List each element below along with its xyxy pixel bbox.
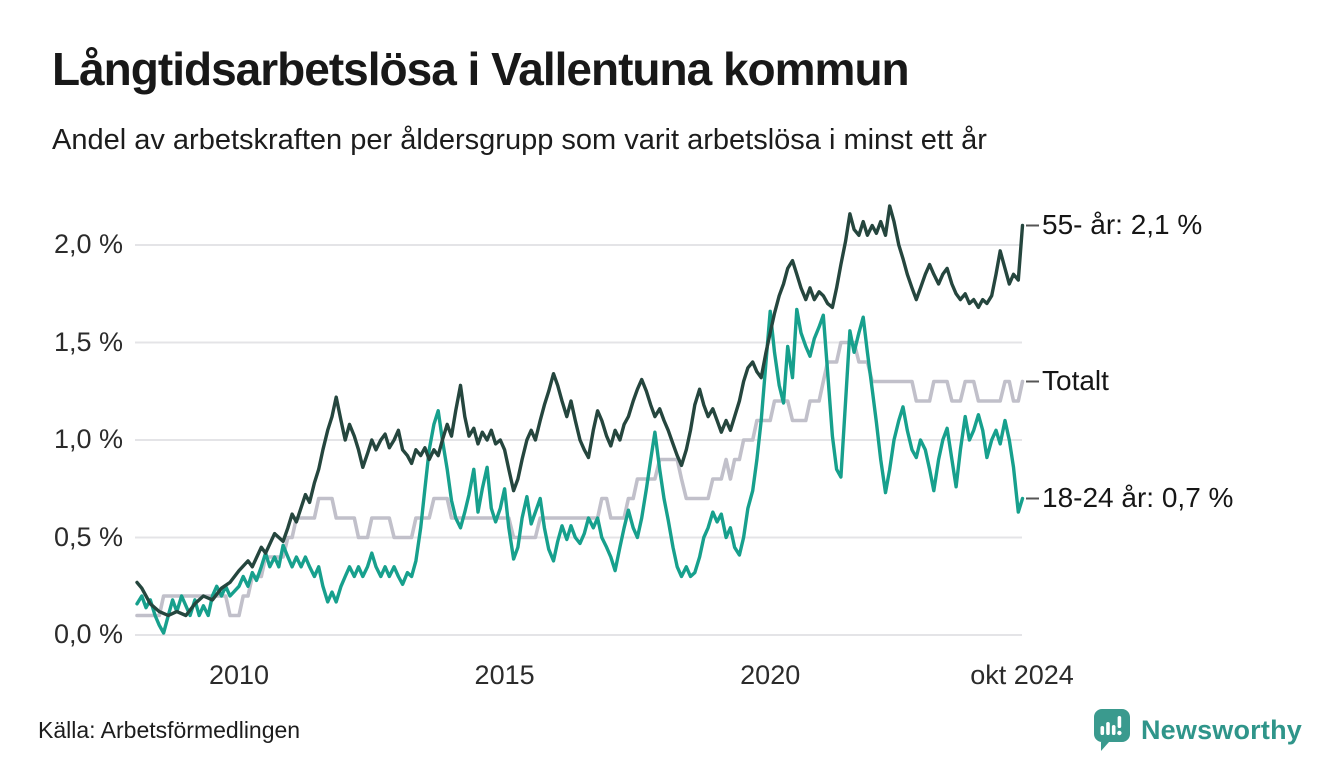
y-tick-label: 1,5 % bbox=[53, 326, 123, 357]
y-tick-label: 1,0 % bbox=[53, 424, 123, 454]
newsworthy-logo: Newsworthy bbox=[1092, 708, 1302, 753]
y-tick-label: 0,5 % bbox=[53, 521, 123, 552]
newsworthy-wordmark: Newsworthy bbox=[1140, 715, 1302, 745]
newsworthy-bubble-icon bbox=[1093, 709, 1130, 751]
series-end-label: 55- år: 2,1 % bbox=[1042, 208, 1203, 240]
y-tick-label: 0,0 % bbox=[53, 619, 123, 649]
x-tick-label: 2010 bbox=[208, 660, 270, 690]
page-subtitle: Andel av arbetskraften per åldersgrupp s… bbox=[52, 124, 987, 156]
x-tick-label: okt 2024 bbox=[970, 660, 1074, 690]
series-line-55-r bbox=[135, 204, 1025, 618]
source-note: Källa: Arbetsförmedlingen bbox=[38, 717, 301, 743]
x-tick-label: 2020 bbox=[740, 660, 801, 690]
page-title: Långtidsarbetslösa i Vallentuna kommun bbox=[52, 43, 910, 95]
series-end-label: Totalt bbox=[1042, 364, 1109, 396]
x-tick-label: 2015 bbox=[474, 660, 535, 690]
y-tick-label: 2,0 % bbox=[53, 229, 123, 259]
series-line-18-24-r bbox=[135, 307, 1025, 635]
series-end-label: 18-24 år: 0,7 % bbox=[1042, 481, 1234, 513]
